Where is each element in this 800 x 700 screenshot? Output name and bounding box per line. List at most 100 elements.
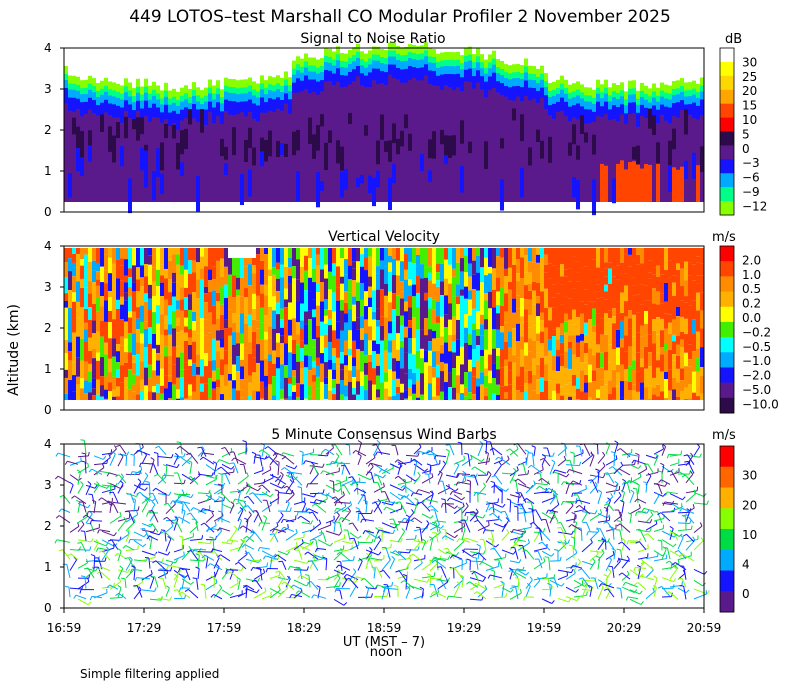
vv-cell — [240, 343, 244, 360]
vv-cell — [652, 254, 656, 268]
vv-cell — [504, 248, 508, 269]
vv-cell — [408, 307, 412, 321]
wind-barb — [474, 571, 487, 579]
wind-barb — [117, 517, 130, 522]
vv-cell — [460, 289, 464, 296]
wind-barb-flag — [510, 588, 514, 593]
vv-cell — [132, 248, 136, 266]
wind-barb — [384, 587, 399, 590]
vv-cell — [336, 357, 340, 367]
vv-cell — [332, 248, 336, 264]
wind-barb-flag — [578, 461, 582, 466]
vv-cell — [308, 319, 312, 337]
wind-barb-flag — [225, 569, 228, 574]
wind-barb — [325, 574, 339, 580]
vv-cell — [116, 386, 120, 397]
vv-cell — [412, 393, 416, 400]
wind-barb — [364, 530, 375, 534]
colorbar-label: −2.0 — [742, 369, 771, 383]
wind-barb — [256, 510, 263, 523]
vv-cell — [184, 383, 188, 399]
wind-barb — [549, 496, 557, 505]
vv-cell — [236, 356, 240, 372]
wind-barb-flag — [466, 479, 471, 482]
wind-barb — [93, 455, 104, 460]
vv-cell — [664, 350, 668, 372]
wind-barb-flag — [150, 457, 155, 461]
wind-barb-flag — [340, 464, 346, 467]
vv-heatmap — [64, 246, 704, 410]
vv-cell — [116, 278, 120, 300]
wind-barb — [435, 520, 447, 523]
vv-cell — [648, 322, 652, 335]
vv-cell — [220, 347, 224, 360]
snr-cell — [624, 169, 628, 202]
wind-barb-flag — [146, 535, 150, 540]
wind-barb-flag — [148, 523, 153, 526]
vv-cell — [160, 275, 164, 283]
vv-cell — [320, 363, 324, 382]
vv-cell — [444, 342, 448, 364]
vv-cell — [216, 368, 220, 380]
wind-barb-flag — [373, 481, 378, 484]
vv-cell — [632, 248, 636, 260]
vv-cell — [168, 334, 172, 356]
wind-barb — [213, 483, 223, 487]
snr-cell — [596, 116, 600, 202]
wind-barb-flag — [424, 468, 429, 472]
wind-barb — [149, 531, 160, 536]
vv-cell — [664, 398, 668, 400]
vv-cell — [412, 296, 416, 318]
wind-barb-flag — [487, 471, 492, 475]
snr-cell — [76, 126, 80, 154]
wind-barb — [305, 460, 319, 465]
wind-barb-flag — [115, 592, 119, 597]
snr-cell — [388, 74, 392, 202]
vv-cell — [548, 320, 552, 340]
vv-cell — [76, 357, 80, 377]
y-tick-label: 4 — [44, 239, 52, 253]
wind-barb — [102, 550, 111, 561]
wind-barb-flag — [236, 576, 241, 580]
wind-barb-flag — [400, 496, 404, 501]
vv-cell — [140, 286, 144, 306]
vv-cell — [176, 357, 180, 378]
wind-barb-flag — [456, 581, 461, 585]
wind-barb-flag — [251, 451, 256, 455]
vv-cell — [668, 333, 672, 350]
vv-cell — [396, 386, 400, 394]
vv-cell — [72, 262, 76, 277]
wind-barb-flag — [248, 511, 252, 516]
wind-barb — [389, 558, 396, 569]
wind-barb-flag — [243, 535, 248, 540]
wind-barb-flag — [236, 488, 241, 492]
snr-cell — [656, 142, 660, 165]
snr-cell — [412, 77, 416, 202]
vv-cell — [252, 357, 256, 373]
vv-cell — [500, 257, 504, 276]
vv-cell — [444, 248, 448, 260]
wind-barb — [336, 501, 351, 504]
vv-cell — [692, 264, 696, 281]
vv-cell — [640, 263, 644, 285]
wind-barb — [77, 562, 88, 569]
wind-barb — [597, 539, 608, 543]
snr-cell — [332, 84, 336, 202]
vv-cell — [672, 389, 676, 400]
wind-barb — [205, 475, 216, 479]
vv-cell — [432, 377, 436, 397]
wind-barb — [233, 462, 239, 474]
vv-cell — [440, 248, 444, 264]
wind-barb-flag — [602, 473, 606, 478]
vv-cell — [260, 260, 264, 270]
wind-barb-flag — [590, 452, 595, 456]
vv-cell — [572, 324, 576, 336]
vv-cell — [228, 380, 232, 400]
vv-cell — [344, 291, 348, 303]
wind-barb — [173, 518, 179, 531]
vv-cell — [572, 335, 576, 355]
vv-cell — [388, 271, 392, 292]
vv-cell — [240, 378, 244, 390]
wind-barb — [181, 576, 186, 590]
wind-barb — [245, 578, 258, 583]
